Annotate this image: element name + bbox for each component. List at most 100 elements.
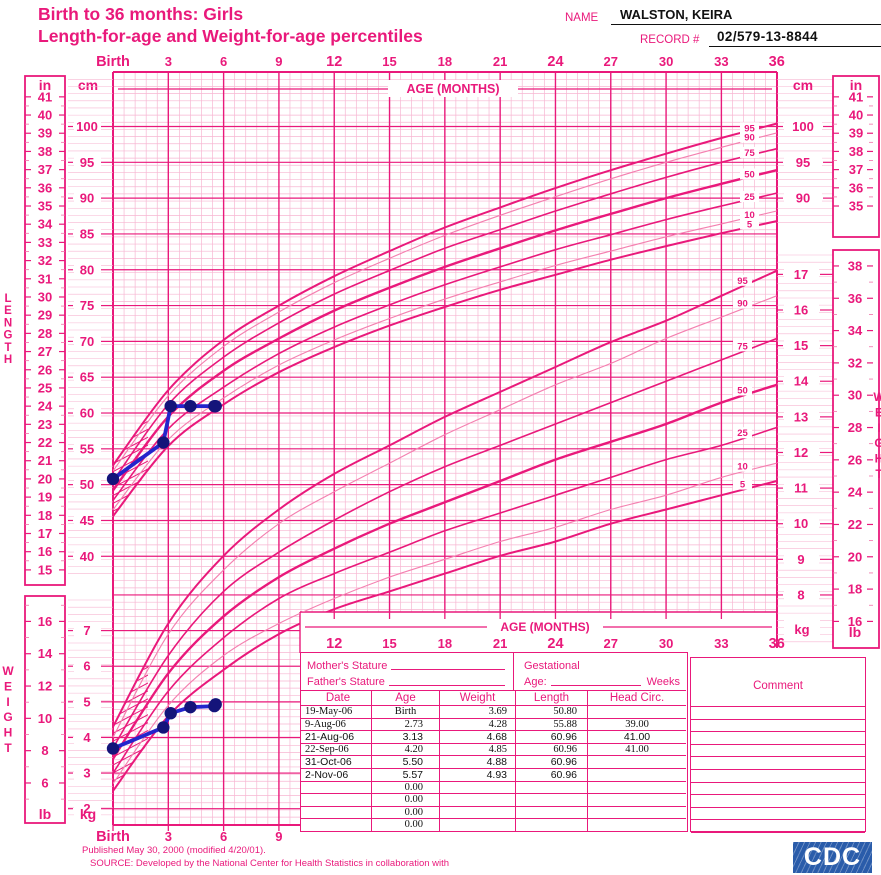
svg-text:8: 8 [41,743,48,758]
svg-text:33: 33 [714,54,728,69]
svg-text:H: H [4,354,12,366]
table-cell: 41.00 [625,743,649,755]
comment-rule-line [691,769,865,770]
svg-text:17: 17 [794,267,808,282]
measurement-table: Mother's Stature Father's Stature Gestat… [300,652,868,833]
svg-text:65: 65 [80,370,94,385]
svg-text:W: W [873,390,881,404]
table-cell [516,806,588,819]
svg-text:22: 22 [38,435,52,450]
table-row: 19-May-06 Birth 3.69 50.80 [301,706,686,719]
table-cell: 0.00 [372,806,440,819]
svg-text:40: 40 [80,549,94,564]
svg-text:10: 10 [38,711,52,726]
svg-text:18: 18 [438,636,452,651]
table-cell: 41.00 [623,731,651,743]
table-cell: 55.88 [516,718,588,731]
svg-text:G: G [4,330,13,342]
svg-text:70: 70 [80,334,94,349]
svg-text:9: 9 [797,552,804,567]
col-header-head-circ: Head Circ. [609,692,665,704]
svg-text:35: 35 [38,199,52,214]
patient-series [106,399,222,755]
svg-text:37: 37 [38,162,52,177]
weight-curve-P50 [113,383,777,760]
svg-text:3: 3 [165,829,172,844]
svg-text:G: G [3,710,12,724]
svg-text:11: 11 [794,481,808,496]
table-cell [588,756,686,768]
svg-text:40: 40 [38,108,52,123]
svg-text:50: 50 [737,385,748,396]
svg-text:Birth: Birth [96,829,130,845]
gestational-label: Gestational [524,660,580,672]
svg-text:90: 90 [737,299,748,310]
table-cell: 9-Aug-06 [301,718,372,731]
svg-text:95: 95 [80,155,94,170]
table-row: 22-Sep-06 4.20 4.85 60.96 41.00 [301,743,686,757]
svg-text:Birth: Birth [96,54,130,70]
svg-text:12: 12 [326,54,342,70]
table-cell: 4.68 [440,731,516,743]
table-cell: 5.50 [372,756,440,768]
svg-text:23: 23 [38,417,52,432]
svg-text:5: 5 [740,480,746,491]
svg-text:15: 15 [794,338,808,353]
name-value: WALSTON, KEIRA [620,7,733,22]
svg-text:in: in [39,77,51,93]
svg-text:N: N [4,317,12,329]
table-cell: 60.96 [516,756,588,768]
svg-text:38: 38 [849,144,863,159]
table-cell: 4.20 [372,743,440,756]
svg-text:31: 31 [38,271,52,286]
weight-curve-P10 [113,462,777,785]
svg-text:20: 20 [848,549,862,564]
col-header-length: Length [516,691,588,705]
svg-text:G: G [874,436,881,450]
svg-text:12: 12 [38,679,52,694]
table-cell: 31-Oct-06 [301,756,372,768]
svg-text:25: 25 [38,380,52,395]
page-subtitle: Length-for-age and Weight-for-age percen… [38,26,423,46]
col-header-weight: Weight [440,691,516,705]
record-underline [709,46,881,47]
table-cell: 2.73 [372,718,440,731]
table-cell [588,706,686,718]
table-cell [440,819,516,831]
svg-text:80: 80 [80,262,94,277]
svg-text:in: in [850,77,862,93]
measurement-table-grid: Mother's Stature Father's Stature Gestat… [300,652,688,832]
svg-text:5: 5 [83,694,90,709]
father-stature-blank [388,685,505,686]
svg-text:H: H [875,452,881,466]
svg-text:6: 6 [220,829,227,844]
svg-text:33: 33 [38,235,52,250]
col-header-age: Age [372,691,440,705]
svg-text:9: 9 [275,54,282,69]
svg-text:12: 12 [794,445,808,460]
cdc-logo: CDC [793,842,872,873]
svg-text:75: 75 [80,298,94,313]
svg-text:I: I [6,695,9,709]
table-cell [516,794,588,806]
svg-text:26: 26 [848,452,862,467]
svg-text:19: 19 [38,490,52,505]
svg-text:24: 24 [848,485,863,500]
table-cell: 60.96 [516,768,588,781]
svg-text:25: 25 [744,192,755,203]
svg-text:18: 18 [848,582,862,597]
svg-text:41: 41 [38,89,52,104]
svg-text:E: E [875,405,881,419]
father-stature-label: Father's Stature [307,676,385,688]
patient-weight-point [164,707,177,720]
svg-text:45: 45 [80,513,94,528]
patient-weight-point [184,700,197,714]
svg-text:38: 38 [848,258,862,273]
record-value: 02/579-13-8844 [717,29,818,44]
svg-text:55: 55 [80,441,94,456]
svg-text:18: 18 [438,54,452,69]
comment-rule-line [691,718,865,720]
table-row: 0.00 [301,819,686,832]
axis-columns: in41403938373635343332313029282726252423… [24,75,880,824]
